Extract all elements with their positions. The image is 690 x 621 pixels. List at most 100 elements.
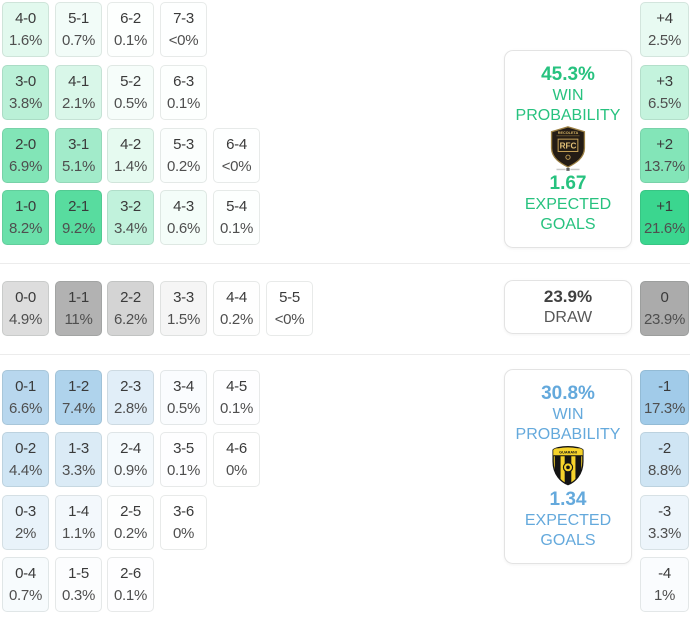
score-cell: 5-2 0.5% bbox=[107, 65, 154, 120]
cell-probability: 0.3% bbox=[62, 587, 95, 604]
cell-probability: <0% bbox=[168, 32, 199, 49]
cell-probability: 1% bbox=[653, 587, 676, 604]
cell-probability: 3.3% bbox=[62, 462, 95, 479]
score-cell: 4-2 1.4% bbox=[107, 128, 154, 183]
recoleta-crest-icon: RECOLETA RFC bbox=[550, 126, 586, 171]
cell-probability: 4.9% bbox=[9, 311, 42, 328]
score-cell: 4-0 1.6% bbox=[2, 2, 49, 57]
cell-probability: 6.9% bbox=[9, 158, 42, 175]
section-divider bbox=[0, 263, 690, 264]
cell-probability: 1.5% bbox=[167, 311, 200, 328]
score-cell: 5-5 <0% bbox=[266, 281, 313, 336]
cell-probability: 0% bbox=[225, 462, 248, 479]
cell-score: +3 bbox=[656, 73, 673, 90]
away-expected-goals-label: EXPECTED GOALS bbox=[524, 512, 612, 549]
cell-score: 6-2 bbox=[120, 10, 141, 27]
cell-score: 4-2 bbox=[120, 136, 141, 153]
score-cell: 2-3 2.8% bbox=[107, 370, 154, 425]
cell-probability: 17.3% bbox=[643, 400, 686, 417]
cell-score: 0-2 bbox=[15, 440, 36, 457]
cell-probability: 2% bbox=[14, 525, 37, 542]
score-cell: 4-1 2.1% bbox=[55, 65, 102, 120]
score-cell: 2-0 6.9% bbox=[2, 128, 49, 183]
home-win-probability-value: 45.3% bbox=[541, 64, 595, 85]
score-cell: 5-1 0.7% bbox=[55, 2, 102, 57]
away-win-probability-value: 30.8% bbox=[541, 383, 595, 404]
cell-score: 0-0 bbox=[15, 289, 36, 306]
cell-probability: 0.1% bbox=[220, 400, 253, 417]
cell-score: 1-1 bbox=[68, 289, 89, 306]
cell-probability: 21.6% bbox=[643, 220, 686, 237]
score-cell: 3-2 3.4% bbox=[107, 190, 154, 245]
cell-score: -1 bbox=[658, 378, 671, 395]
score-cell: 6-3 0.1% bbox=[160, 65, 207, 120]
goal-diff-cell: +4 2.5% bbox=[640, 2, 689, 57]
cell-probability: 0.7% bbox=[62, 32, 95, 49]
cell-probability: 6.6% bbox=[9, 400, 42, 417]
score-cell: 3-1 5.1% bbox=[55, 128, 102, 183]
score-cell: 1-1 11% bbox=[55, 281, 102, 336]
score-cell: 1-0 8.2% bbox=[2, 190, 49, 245]
score-cell: 5-4 0.1% bbox=[213, 190, 260, 245]
cell-probability: 0.9% bbox=[114, 462, 147, 479]
score-cell: 6-4 <0% bbox=[213, 128, 260, 183]
score-cell: 2-4 0.9% bbox=[107, 432, 154, 487]
score-cell: 6-2 0.1% bbox=[107, 2, 154, 57]
cell-score: -2 bbox=[658, 440, 671, 457]
cell-probability: 9.2% bbox=[62, 220, 95, 237]
cell-probability: 3.3% bbox=[648, 525, 681, 542]
cell-score: 2-1 bbox=[68, 198, 89, 215]
cell-probability: 13.7% bbox=[643, 158, 686, 175]
cell-probability: 11% bbox=[64, 311, 93, 328]
cell-score: 1-3 bbox=[68, 440, 89, 457]
cell-score: 2-3 bbox=[120, 378, 141, 395]
cell-score: 6-3 bbox=[173, 73, 194, 90]
goal-diff-cell: +2 13.7% bbox=[640, 128, 689, 183]
score-cell: 3-5 0.1% bbox=[160, 432, 207, 487]
cell-score: 5-4 bbox=[226, 198, 247, 215]
cell-score: 2-2 bbox=[120, 289, 141, 306]
cell-probability: 1.4% bbox=[114, 158, 147, 175]
cell-probability: 1.6% bbox=[9, 32, 42, 49]
score-cell: 4-5 0.1% bbox=[213, 370, 260, 425]
score-cell: 5-3 0.2% bbox=[160, 128, 207, 183]
cell-score: 0-1 bbox=[15, 378, 36, 395]
score-cell: 2-5 0.2% bbox=[107, 495, 154, 550]
cell-probability: 0.2% bbox=[167, 158, 200, 175]
home-xg-block: 1.67 EXPECTED GOALS bbox=[510, 172, 626, 235]
cell-score: 6-4 bbox=[226, 136, 247, 153]
cell-probability: 2.1% bbox=[62, 95, 95, 112]
score-cell: 0-2 4.4% bbox=[2, 432, 49, 487]
cell-probability: 7.4% bbox=[62, 400, 95, 417]
cell-score: 5-3 bbox=[173, 136, 194, 153]
score-cell: 7-3 <0% bbox=[160, 2, 207, 57]
score-cell: 2-6 0.1% bbox=[107, 557, 154, 612]
cell-probability: 0.5% bbox=[114, 95, 147, 112]
cell-probability: 3.8% bbox=[9, 95, 42, 112]
cell-probability: <0% bbox=[221, 158, 252, 175]
cell-score: 4-3 bbox=[173, 198, 194, 215]
cell-score: 4-4 bbox=[226, 289, 247, 306]
score-cell: 4-6 0% bbox=[213, 432, 260, 487]
score-cell: 2-2 6.2% bbox=[107, 281, 154, 336]
cell-probability: 0.5% bbox=[167, 400, 200, 417]
cell-probability: 8.8% bbox=[648, 462, 681, 479]
cell-probability: 0.1% bbox=[220, 220, 253, 237]
away-xg-block: 1.34 EXPECTED GOALS bbox=[510, 488, 626, 551]
cell-score: 2-6 bbox=[120, 565, 141, 582]
draw-probability-value: 23.9% bbox=[543, 287, 593, 306]
cell-score: 3-6 bbox=[173, 503, 194, 520]
cell-probability: 0.1% bbox=[167, 462, 200, 479]
cell-probability: 2.5% bbox=[648, 32, 681, 49]
home-expected-goals-value: 1.67 bbox=[549, 173, 587, 194]
score-cell: 4-4 0.2% bbox=[213, 281, 260, 336]
svg-text:RFC: RFC bbox=[560, 142, 577, 151]
cell-score: +4 bbox=[656, 10, 673, 27]
draw-panel: 23.9% DRAW bbox=[504, 280, 632, 334]
cell-score: 3-2 bbox=[120, 198, 141, 215]
goal-diff-cell: -1 17.3% bbox=[640, 370, 689, 425]
cell-probability: 0.6% bbox=[167, 220, 200, 237]
cell-score: 3-4 bbox=[173, 378, 194, 395]
cell-score: 3-1 bbox=[68, 136, 89, 153]
